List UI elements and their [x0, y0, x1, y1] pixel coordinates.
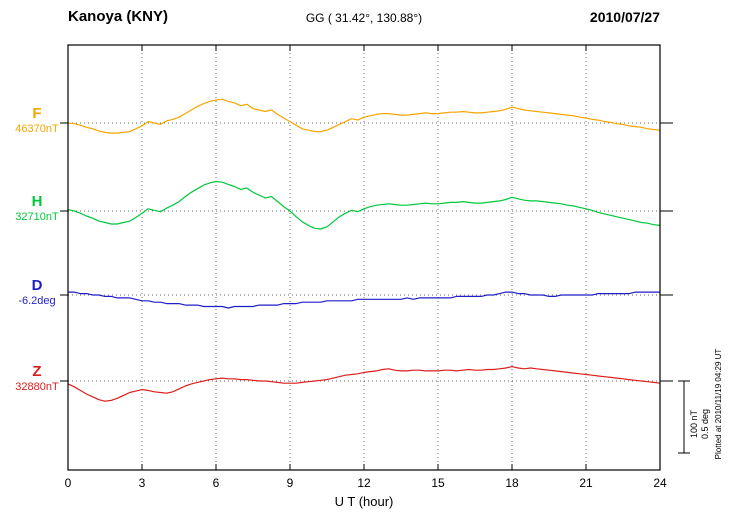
- series-baseline-Z: 32880nT: [15, 380, 59, 393]
- plot-frame: [67, 44, 661, 471]
- series-baseline-F: 46370nT: [15, 122, 59, 135]
- series-name-Z: Z: [32, 363, 42, 380]
- plotted-at-note: Plotted at 2010/11/19 04:29 UT: [714, 349, 723, 460]
- x-tick-label-24: 24: [653, 476, 667, 490]
- x-tick-label-6: 6: [213, 476, 220, 490]
- x-tick-label-18: 18: [505, 476, 519, 490]
- series-name-D: D: [31, 277, 43, 294]
- plot-date: 2010/07/27: [589, 9, 660, 25]
- x-axis-label: U T (hour): [335, 494, 394, 509]
- trace-Z: [67, 366, 661, 402]
- series-label-F: F 46370nT: [6, 105, 68, 135]
- x-tick-label-0: 0: [65, 476, 72, 490]
- scale-label-deg: 0.5 deg: [700, 409, 710, 439]
- series-baseline-D: -6.2deg: [18, 294, 56, 307]
- x-tick-label-21: 21: [579, 476, 593, 490]
- scale-label-nt: 100 nT: [689, 409, 699, 438]
- station-title: Kanoya (KNY): [68, 8, 169, 25]
- series-baseline-H: 32710nT: [15, 210, 59, 223]
- series-name-H: H: [31, 193, 43, 210]
- geographic-coordinates: GG ( 31.42°, 130.88°): [305, 11, 423, 25]
- x-tick-label-9: 9: [287, 476, 294, 490]
- x-tick-label-15: 15: [431, 476, 445, 490]
- series-label-Z: Z 32880nT: [6, 363, 68, 393]
- trace-F: [67, 98, 661, 134]
- series-label-D: D -6.2deg: [6, 277, 68, 307]
- trace-D: [68, 291, 660, 309]
- series-name-F: F: [32, 105, 42, 122]
- series-label-H: H 32710nT: [6, 193, 68, 223]
- trace-H: [67, 180, 661, 230]
- x-tick-label-12: 12: [357, 476, 371, 490]
- x-tick-label-3: 3: [139, 476, 146, 490]
